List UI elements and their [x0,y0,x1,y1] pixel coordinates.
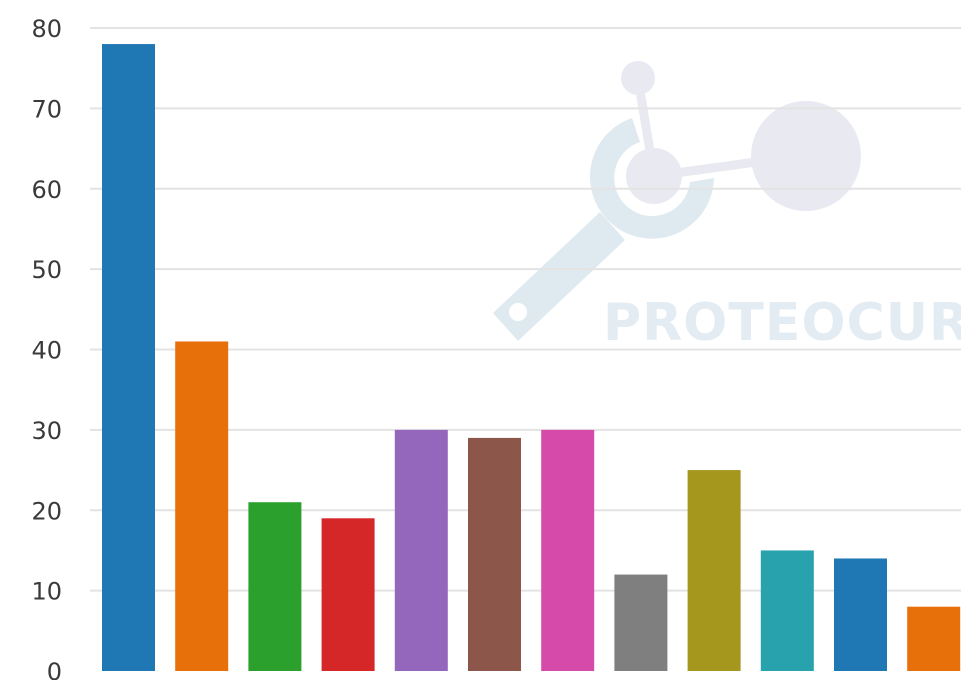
molecule-atom-large [751,101,861,211]
watermark-text: PROTEOCURE [603,293,961,353]
bar[interactable] [834,558,887,671]
bars [102,44,961,671]
y-tick-label: 0 [47,658,62,680]
bar[interactable] [321,518,375,671]
y-tick-label: 40 [31,337,62,365]
bar[interactable] [760,550,814,671]
y-axis: 0 10 20 30 40 50 60 70 80 [31,15,62,680]
y-tick-label: 60 [31,176,62,204]
bar[interactable] [394,429,448,671]
gridlines [90,27,961,592]
bar[interactable] [468,437,521,671]
y-tick-label: 10 [31,578,62,606]
molecule-atom-center [626,148,682,204]
y-tick-label: 30 [31,417,62,445]
bar[interactable] [102,44,155,671]
y-tick-label: 20 [31,497,62,525]
bar[interactable] [614,574,668,671]
bar[interactable] [687,470,741,671]
proteocure-watermark-logo: PROTEOCURE [493,61,961,353]
wrench-handle-hole [509,303,527,321]
molecule-atom-small [621,61,655,95]
bar[interactable] [175,341,229,671]
bar[interactable] [248,502,302,671]
y-tick-label: 80 [31,15,62,43]
bar[interactable] [907,606,961,671]
wrench-head [590,118,714,239]
y-tick-label: 50 [31,256,62,284]
bar[interactable] [541,429,595,671]
y-tick-label: 70 [31,95,62,123]
